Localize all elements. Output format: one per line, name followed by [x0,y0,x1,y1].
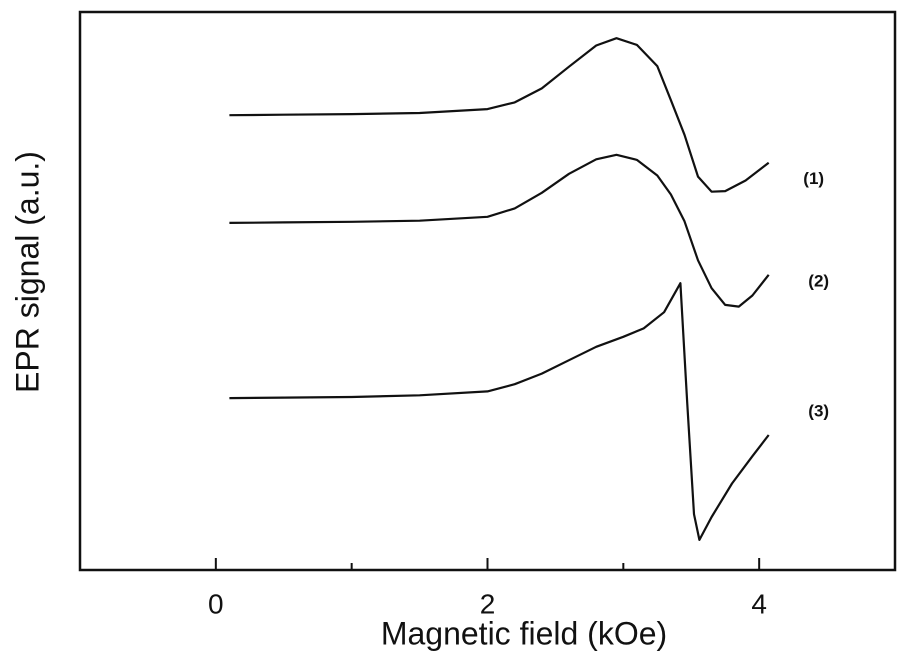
x-tick-label: 0 [208,588,224,619]
series-label: (2) [808,271,829,290]
plot-frame [78,10,897,572]
series-line [229,37,770,193]
x-axis-title: Magnetic field (kOe) [381,615,667,651]
series-line [229,153,770,308]
x-tick-label: 4 [751,588,767,619]
y-axis-title: EPR signal (a.u.) [9,151,45,393]
series-line [229,282,770,541]
x-tick-label: 2 [480,588,496,619]
series-label: (3) [808,401,829,420]
series-label: (1) [803,169,824,188]
